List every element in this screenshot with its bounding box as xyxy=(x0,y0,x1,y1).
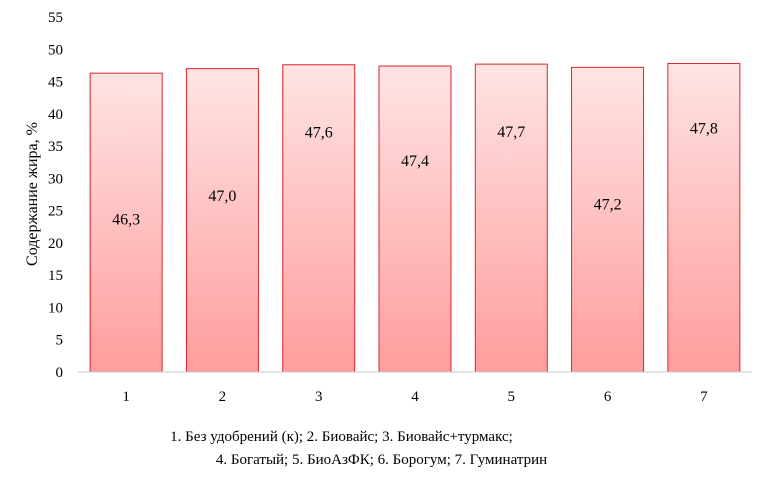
y-tick-label: 15 xyxy=(48,268,63,284)
bar-7 xyxy=(667,62,741,373)
y-tick-label: 25 xyxy=(48,204,63,220)
x-axis-ticks: 1 2 3 4 5 6 7 xyxy=(122,389,708,405)
x-tick-label: 1 xyxy=(122,389,130,405)
data-label: 47,4 xyxy=(401,153,429,170)
x-tick-label: 7 xyxy=(700,389,708,405)
y-tick-label: 45 xyxy=(48,75,63,91)
bar-4 xyxy=(378,65,452,373)
y-tick-label: 0 xyxy=(56,365,64,381)
bar-5 xyxy=(474,63,548,373)
y-tick-label: 20 xyxy=(48,236,63,252)
bar-6 xyxy=(571,66,645,373)
bars xyxy=(89,62,741,373)
x-tick-label: 5 xyxy=(508,389,516,405)
y-axis-ticks: 0 5 10 15 20 25 30 35 40 45 50 55 xyxy=(48,10,63,381)
y-tick-label: 55 xyxy=(48,10,63,26)
data-label: 47,2 xyxy=(594,196,622,213)
x-tick-label: 3 xyxy=(315,389,323,405)
data-label: 47,0 xyxy=(208,188,236,205)
legend-line-2: 4. Богатый; 5. БиоАзФК; 6. Борогум; 7. Г… xyxy=(215,452,548,468)
data-label: 47,6 xyxy=(305,124,333,141)
x-tick-label: 4 xyxy=(411,389,419,405)
bar-2 xyxy=(185,68,259,373)
y-tick-label: 5 xyxy=(56,333,64,349)
data-label: 46,3 xyxy=(112,212,140,229)
y-tick-label: 50 xyxy=(48,42,63,58)
x-tick-label: 6 xyxy=(604,389,612,405)
data-label: 47,7 xyxy=(497,124,525,141)
data-label: 47,8 xyxy=(690,120,718,137)
y-tick-label: 10 xyxy=(48,300,63,316)
y-tick-label: 40 xyxy=(48,107,63,123)
bar-3 xyxy=(282,64,356,373)
y-tick-label: 35 xyxy=(48,139,63,155)
data-labels: 46,3 47,0 47,6 47,4 47,7 47,2 47,8 xyxy=(112,120,718,228)
y-tick-label: 30 xyxy=(48,171,63,187)
legend-line-1: 1. Без удобрений (к); 2. Биовайс; 3. Био… xyxy=(170,429,513,445)
bar-1 xyxy=(89,72,163,373)
y-axis-label: Содержание жира, % xyxy=(24,122,41,266)
x-tick-label: 2 xyxy=(219,389,227,405)
